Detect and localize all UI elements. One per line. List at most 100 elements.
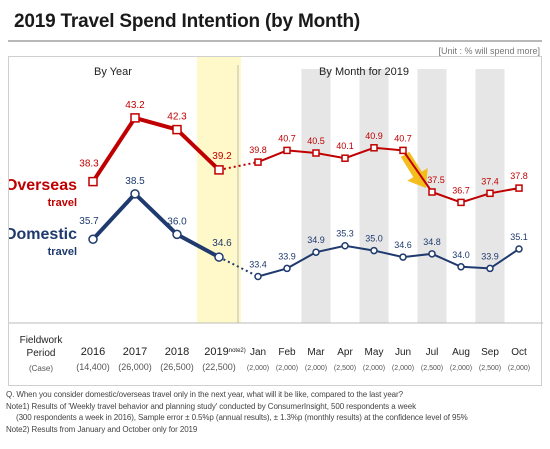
footnote-question: Q. When you consider domestic/overseas t… xyxy=(6,390,403,399)
overseas-point-mar xyxy=(312,149,320,157)
footnote-note1-cont: (300 respondents a week in 2016), Sample… xyxy=(16,413,468,422)
series-label-domestic: Domestic xyxy=(9,226,77,243)
overseas-value-label-2017: 43.2 xyxy=(125,100,145,111)
overseas-point-2019 xyxy=(214,165,224,175)
domestic-value-label-sep: 33.9 xyxy=(481,251,499,261)
domestic-point-oct xyxy=(515,245,523,253)
overseas-point-2016 xyxy=(88,176,98,187)
domestic-value-label-2019: 34.6 xyxy=(212,238,232,249)
domestic-point-mar xyxy=(312,248,320,256)
case-label-may: (2,000) xyxy=(363,365,385,372)
overseas-value-label-jul: 37.5 xyxy=(427,175,445,185)
footnotes: Q. When you consider domestic/overseas t… xyxy=(6,389,546,435)
section-header-by-month: By Month for 2019 xyxy=(319,66,409,78)
section-header-by-year: By Year xyxy=(94,66,132,78)
overseas-value-label-2019: 39.2 xyxy=(212,151,232,162)
domestic-point-apr xyxy=(341,241,349,250)
unit-label: [Unit : % will spend more] xyxy=(438,46,540,56)
overseas-value-label-feb: 40.7 xyxy=(278,133,296,143)
domestic-point-2019 xyxy=(214,252,224,262)
overseas-point-2017 xyxy=(130,113,140,123)
overseas-value-label-2018: 42.3 xyxy=(167,112,187,123)
category-label-sep: Sep xyxy=(481,347,499,358)
overseas-value-label-apr: 40.1 xyxy=(336,141,354,151)
footnote-note2: Note2) Results from January and October … xyxy=(6,424,198,434)
domestic-point-jul xyxy=(428,250,436,258)
overseas-point-aug xyxy=(457,198,465,207)
case-label-2016: (14,400) xyxy=(76,362,110,372)
domestic-value-label-apr: 35.3 xyxy=(336,229,354,239)
case-label-2017: (26,000) xyxy=(118,362,152,372)
domestic-value-label-2017: 38.5 xyxy=(125,176,145,187)
month-shade-may xyxy=(359,69,389,323)
overseas-point-may xyxy=(370,144,378,152)
overseas-point-feb xyxy=(283,146,291,155)
overseas-value-label-2016: 38.3 xyxy=(79,159,99,170)
domestic-year-line xyxy=(91,191,220,259)
title-area: 2019 Travel Spend Intention (by Month) xyxy=(0,0,550,42)
month-shade-mar xyxy=(301,69,331,323)
trend-arrow xyxy=(400,151,428,188)
overseas-value-label-jun: 40.7 xyxy=(394,133,412,143)
domestic-value-label-may: 35.0 xyxy=(365,234,383,244)
chart-frame: By Year By Month for 2019 Overseas travel Do… xyxy=(8,56,543,386)
domestic-point-jan xyxy=(254,272,262,281)
domestic-value-label-jul: 34.8 xyxy=(423,237,441,247)
domestic-point-may xyxy=(370,246,378,255)
overseas-point-jan xyxy=(254,158,262,166)
domestic-value-label-mar: 34.9 xyxy=(307,235,325,245)
domestic-point-sep xyxy=(486,264,494,273)
domestic-value-label-aug: 34.0 xyxy=(452,250,470,260)
domestic-point-aug xyxy=(457,263,465,271)
domestic-value-label-2018: 36.0 xyxy=(167,216,187,227)
case-label-jul: (2,500) xyxy=(421,365,443,372)
series-label-overseas-sub: travel xyxy=(48,197,77,209)
category-label-may: May xyxy=(365,347,384,358)
overseas-point-2018 xyxy=(172,124,182,135)
overseas-value-label-mar: 40.5 xyxy=(307,136,325,146)
case-label-aug: (2,000) xyxy=(450,365,472,372)
line-chart: By Year By Month for 2019 Overseas travel Do… xyxy=(9,57,543,373)
overseas-point-oct xyxy=(515,184,523,192)
domestic-value-label-oct: 35.1 xyxy=(510,232,528,242)
case-label-2018: (26,500) xyxy=(160,362,194,372)
category-label-jul: Jul xyxy=(426,347,439,358)
overseas-point-sep xyxy=(486,189,494,198)
domestic-value-label-feb: 33.9 xyxy=(278,251,296,261)
row-header-fieldwork: Fieldwork xyxy=(20,335,64,346)
case-label-oct: (2,000) xyxy=(508,365,530,372)
domestic-value-label-jun: 34.6 xyxy=(394,240,412,250)
overseas-value-label-jan: 39.8 xyxy=(249,145,267,155)
category-label-jan: Jan xyxy=(250,347,266,358)
overseas-value-label-may: 40.9 xyxy=(365,131,383,141)
category-label-2016: 2016 xyxy=(81,346,105,358)
domestic-value-label-2016: 35.7 xyxy=(79,216,99,227)
chart-title: 2019 Travel Spend Intention (by Month) xyxy=(14,11,361,32)
domestic-value-label-jan: 33.4 xyxy=(249,260,267,270)
case-label-jun: (2,000) xyxy=(392,365,414,372)
domestic-point-feb xyxy=(283,264,291,273)
domestic-point-2017 xyxy=(130,189,140,199)
overseas-value-label-oct: 37.8 xyxy=(510,171,528,181)
series-label-domestic-sub: travel xyxy=(48,246,77,258)
case-label-apr: (2,500) xyxy=(334,365,356,372)
title-divider xyxy=(8,40,542,42)
domestic-point-jun xyxy=(399,253,407,261)
category-note-2019: note2) xyxy=(229,348,246,354)
domestic-month-line xyxy=(257,244,520,278)
category-label-2019: 2019note2) xyxy=(204,346,246,358)
overseas-month-line xyxy=(257,146,520,204)
category-label-jun: Jun xyxy=(395,347,411,358)
row-header-case: (Case) xyxy=(29,364,53,373)
series-label-overseas: Overseas xyxy=(9,177,77,194)
overseas-point-apr xyxy=(341,154,349,162)
overseas-year-line xyxy=(91,115,221,183)
case-label-feb: (2,000) xyxy=(276,365,298,372)
footnote-note1: Note1) Results of 'Weekly travel behavio… xyxy=(6,401,416,411)
domestic-point-2016 xyxy=(88,234,98,244)
domestic-connector-line xyxy=(218,256,259,278)
row-header-period: Period xyxy=(27,348,56,359)
category-label-feb: Feb xyxy=(278,347,296,358)
case-label-jan: (2,000) xyxy=(247,365,269,372)
overseas-connector-line xyxy=(218,161,259,171)
